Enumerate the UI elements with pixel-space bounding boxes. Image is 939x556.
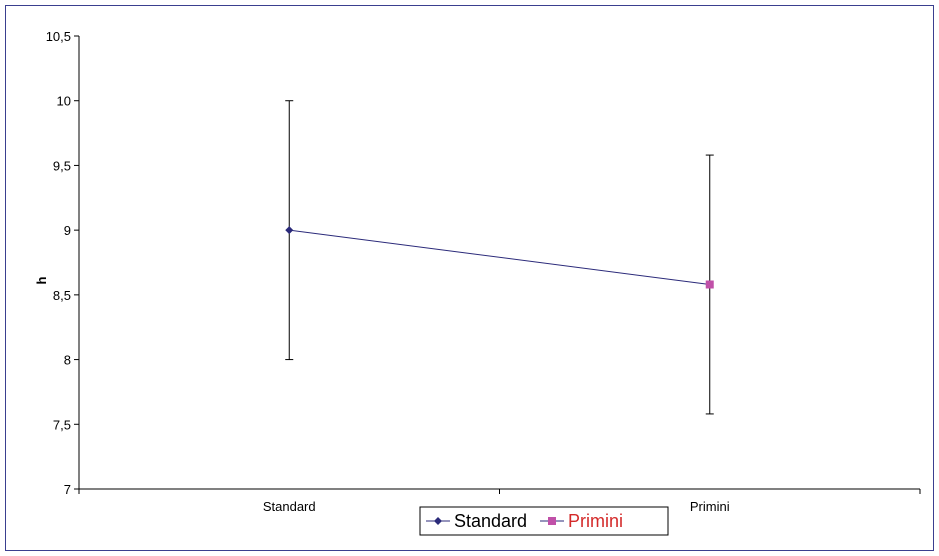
y-tick-label: 10,5 — [46, 29, 71, 44]
x-axis: Standard Primini — [78, 488, 921, 514]
y-tick-label: 10 — [57, 94, 71, 109]
x-tick-label: Primini — [690, 499, 730, 514]
legend: Standard Primini — [419, 506, 669, 536]
legend-label: Standard — [454, 511, 527, 531]
legend-marker-square — [548, 517, 556, 525]
y-axis: 7 7,5 8 8,5 9 9,5 10 10,5 — [46, 29, 80, 497]
series-layer — [285, 100, 714, 415]
legend-marker-diamond — [434, 517, 442, 525]
y-tick-label: 7,5 — [53, 417, 71, 432]
y-tick-label: 8 — [64, 353, 71, 368]
chart-frame — [5, 5, 934, 551]
legend-label: Primini — [568, 511, 623, 531]
data-point-diamond — [285, 226, 294, 235]
y-tick-label: 7 — [64, 482, 71, 497]
y-tick-label: 8,5 — [53, 288, 71, 303]
data-point-square — [705, 280, 714, 289]
series-line — [289, 229, 710, 285]
y-tick-label: 9 — [64, 223, 71, 238]
y-tick-label: 9,5 — [53, 158, 71, 173]
y-axis-title: h — [34, 276, 49, 284]
x-tick-label: Standard — [263, 499, 316, 514]
